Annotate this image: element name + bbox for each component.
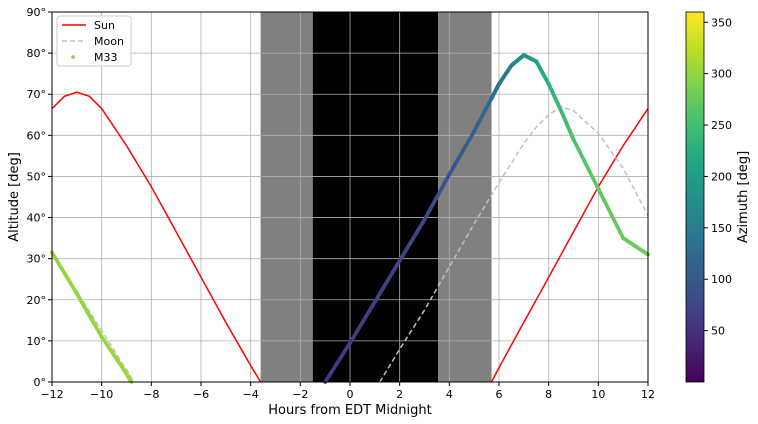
sun-line <box>490 108 649 383</box>
y-axis-label: Altitude [deg] <box>7 152 22 242</box>
colorbar-tick-label: 50 <box>711 325 725 338</box>
legend-label: Moon <box>94 35 124 48</box>
twilight-band <box>260 12 313 382</box>
colorbar-tick-label: 100 <box>711 273 732 286</box>
legend-label: Sun <box>94 19 115 32</box>
legend: Sun Moon M33 <box>56 15 132 67</box>
y-tick-label: 70° <box>27 88 47 101</box>
x-tick-label: −8 <box>143 388 159 401</box>
colorbar-label: Azimuth [deg] <box>736 151 751 243</box>
x-tick-label: 10 <box>591 388 605 401</box>
y-axis-ticks: 0° 10° 20° 30° 40° 50° 60° 70° 80° 90° <box>27 6 52 389</box>
colorbar-ticks: 50 100 150 200 250 300 350 <box>704 16 732 338</box>
legend-marker-m33 <box>71 55 75 59</box>
y-tick-label: 20° <box>27 294 47 307</box>
plot-series <box>50 53 650 384</box>
colorbar-tick-label: 250 <box>711 119 732 132</box>
colorbar-tick-label: 300 <box>711 68 732 81</box>
colorbar-tick-label: 200 <box>711 170 732 183</box>
colorbar: 50 100 150 200 250 300 350 Azimuth [deg] <box>685 11 751 383</box>
grid-lines <box>51 11 649 383</box>
y-tick-label: 30° <box>27 253 47 266</box>
moon-line <box>379 105 649 383</box>
x-tick-label: 0 <box>347 388 354 401</box>
x-axis-ticks: −12 −10 −8 −6 −4 −2 0 2 4 6 8 10 12 <box>40 382 655 401</box>
x-tick-label: 12 <box>641 388 655 401</box>
y-tick-label: 10° <box>27 335 47 348</box>
x-tick-label: −6 <box>193 388 209 401</box>
x-tick-label: −10 <box>90 388 113 401</box>
twilight-band <box>312 12 439 382</box>
sun-line <box>51 91 262 383</box>
y-tick-label: 90° <box>27 6 47 19</box>
colorbar-tick-label: 150 <box>711 222 732 235</box>
y-tick-label: 80° <box>27 47 47 60</box>
moon-line <box>51 254 135 383</box>
x-tick-label: 6 <box>496 388 503 401</box>
colorbar-tick-label: 350 <box>711 16 732 29</box>
colorbar-gradient <box>685 11 705 383</box>
y-tick-label: 0° <box>34 376 47 389</box>
y-tick-label: 40° <box>27 212 47 225</box>
twilight-band <box>438 12 492 382</box>
x-tick-label: 4 <box>446 388 453 401</box>
legend-box <box>56 15 132 67</box>
twilight-bands <box>260 12 492 382</box>
x-tick-label: −4 <box>243 388 259 401</box>
y-tick-label: 50° <box>27 170 47 183</box>
x-tick-label: −2 <box>292 388 308 401</box>
x-tick-label: 2 <box>396 388 403 401</box>
y-tick-label: 60° <box>27 129 47 142</box>
legend-label: M33 <box>94 51 118 64</box>
x-tick-label: 8 <box>545 388 552 401</box>
x-tick-label: −12 <box>40 388 63 401</box>
x-axis-label: Hours from EDT Midnight <box>268 403 431 418</box>
